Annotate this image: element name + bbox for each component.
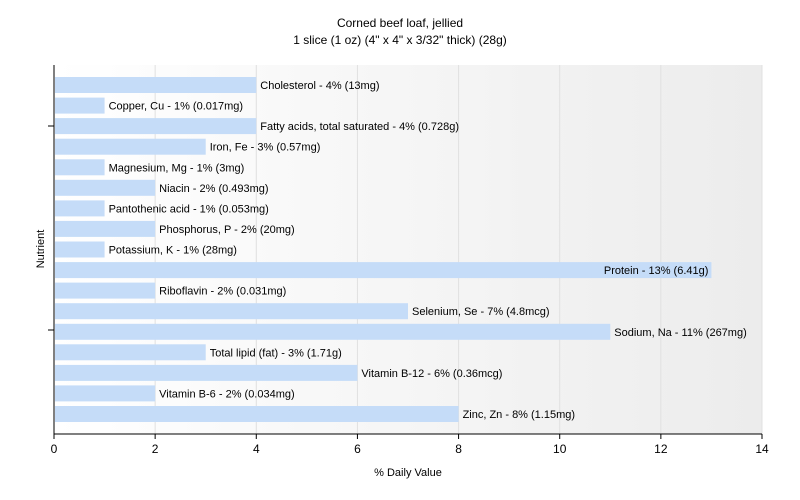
- x-tick-label: 0: [51, 442, 58, 456]
- bar: [55, 323, 611, 340]
- bar-label: Pantothenic acid - 1% (0.053mg): [109, 203, 269, 215]
- bar-label: Riboflavin - 2% (0.031mg): [159, 286, 286, 298]
- bar-label: Protein - 13% (6.41g): [604, 265, 709, 277]
- bar: [55, 344, 206, 361]
- bar: [55, 282, 156, 299]
- bar: [55, 385, 156, 402]
- bar: [55, 303, 408, 320]
- bars: Cholesterol - 4% (13mg) Copper, Cu - 1% (…: [55, 77, 747, 422]
- bar-label: Magnesium, Mg - 1% (3mg): [109, 162, 245, 174]
- x-tick-label: 10: [553, 442, 567, 456]
- bar-label: Cholesterol - 4% (13mg): [260, 80, 379, 92]
- y-axis-label: Nutrient: [35, 230, 47, 269]
- bar-label: Potassium, K - 1% (28mg): [109, 245, 237, 257]
- x-tick-label: 2: [152, 442, 159, 456]
- axes: 0 2 4 6 8 10 12 14: [48, 65, 769, 456]
- x-tick-label: 14: [755, 442, 769, 456]
- bar-label: Phosphorus, P - 2% (20mg): [159, 224, 295, 236]
- x-tick-label: 12: [654, 442, 668, 456]
- bar-label: Zinc, Zn - 8% (1.15mg): [463, 409, 575, 421]
- bar: [55, 406, 459, 422]
- x-tick-label: 4: [253, 442, 260, 456]
- bar: [55, 364, 358, 381]
- chart-title: Corned beef loaf, jellied: [337, 16, 463, 30]
- bar: [55, 97, 105, 114]
- x-tick-label: 6: [354, 442, 361, 456]
- bar-label: Selenium, Se - 7% (4.8mcg): [412, 306, 550, 318]
- chart-subtitle: 1 slice (1 oz) (4" x 4" x 3/32" thick) (…: [293, 33, 507, 47]
- bar: [55, 200, 105, 217]
- bar-label: Iron, Fe - 3% (0.57mg): [210, 142, 321, 154]
- x-axis-label: % Daily Value: [374, 467, 442, 479]
- bar: [55, 179, 156, 196]
- x-tick-label: 8: [455, 442, 462, 456]
- bar: [55, 241, 105, 258]
- bar: [55, 118, 257, 135]
- bar: [55, 159, 105, 176]
- bar: [55, 77, 257, 93]
- bar: [55, 138, 206, 155]
- bar-label: Vitamin B-12 - 6% (0.36mcg): [361, 368, 502, 380]
- bar-label: Sodium, Na - 11% (267mg): [614, 327, 746, 339]
- bar-label: Fatty acids, total saturated - 4% (0.728…: [260, 121, 459, 133]
- bar-label: Copper, Cu - 1% (0.017mg): [109, 101, 244, 113]
- bar-label: Vitamin B-6 - 2% (0.034mg): [159, 388, 295, 400]
- bar: [55, 262, 712, 279]
- bar-label: Niacin - 2% (0.493mg): [159, 183, 268, 195]
- bar: [55, 220, 156, 237]
- bar-label: Total lipid (fat) - 3% (1.71g): [210, 347, 342, 359]
